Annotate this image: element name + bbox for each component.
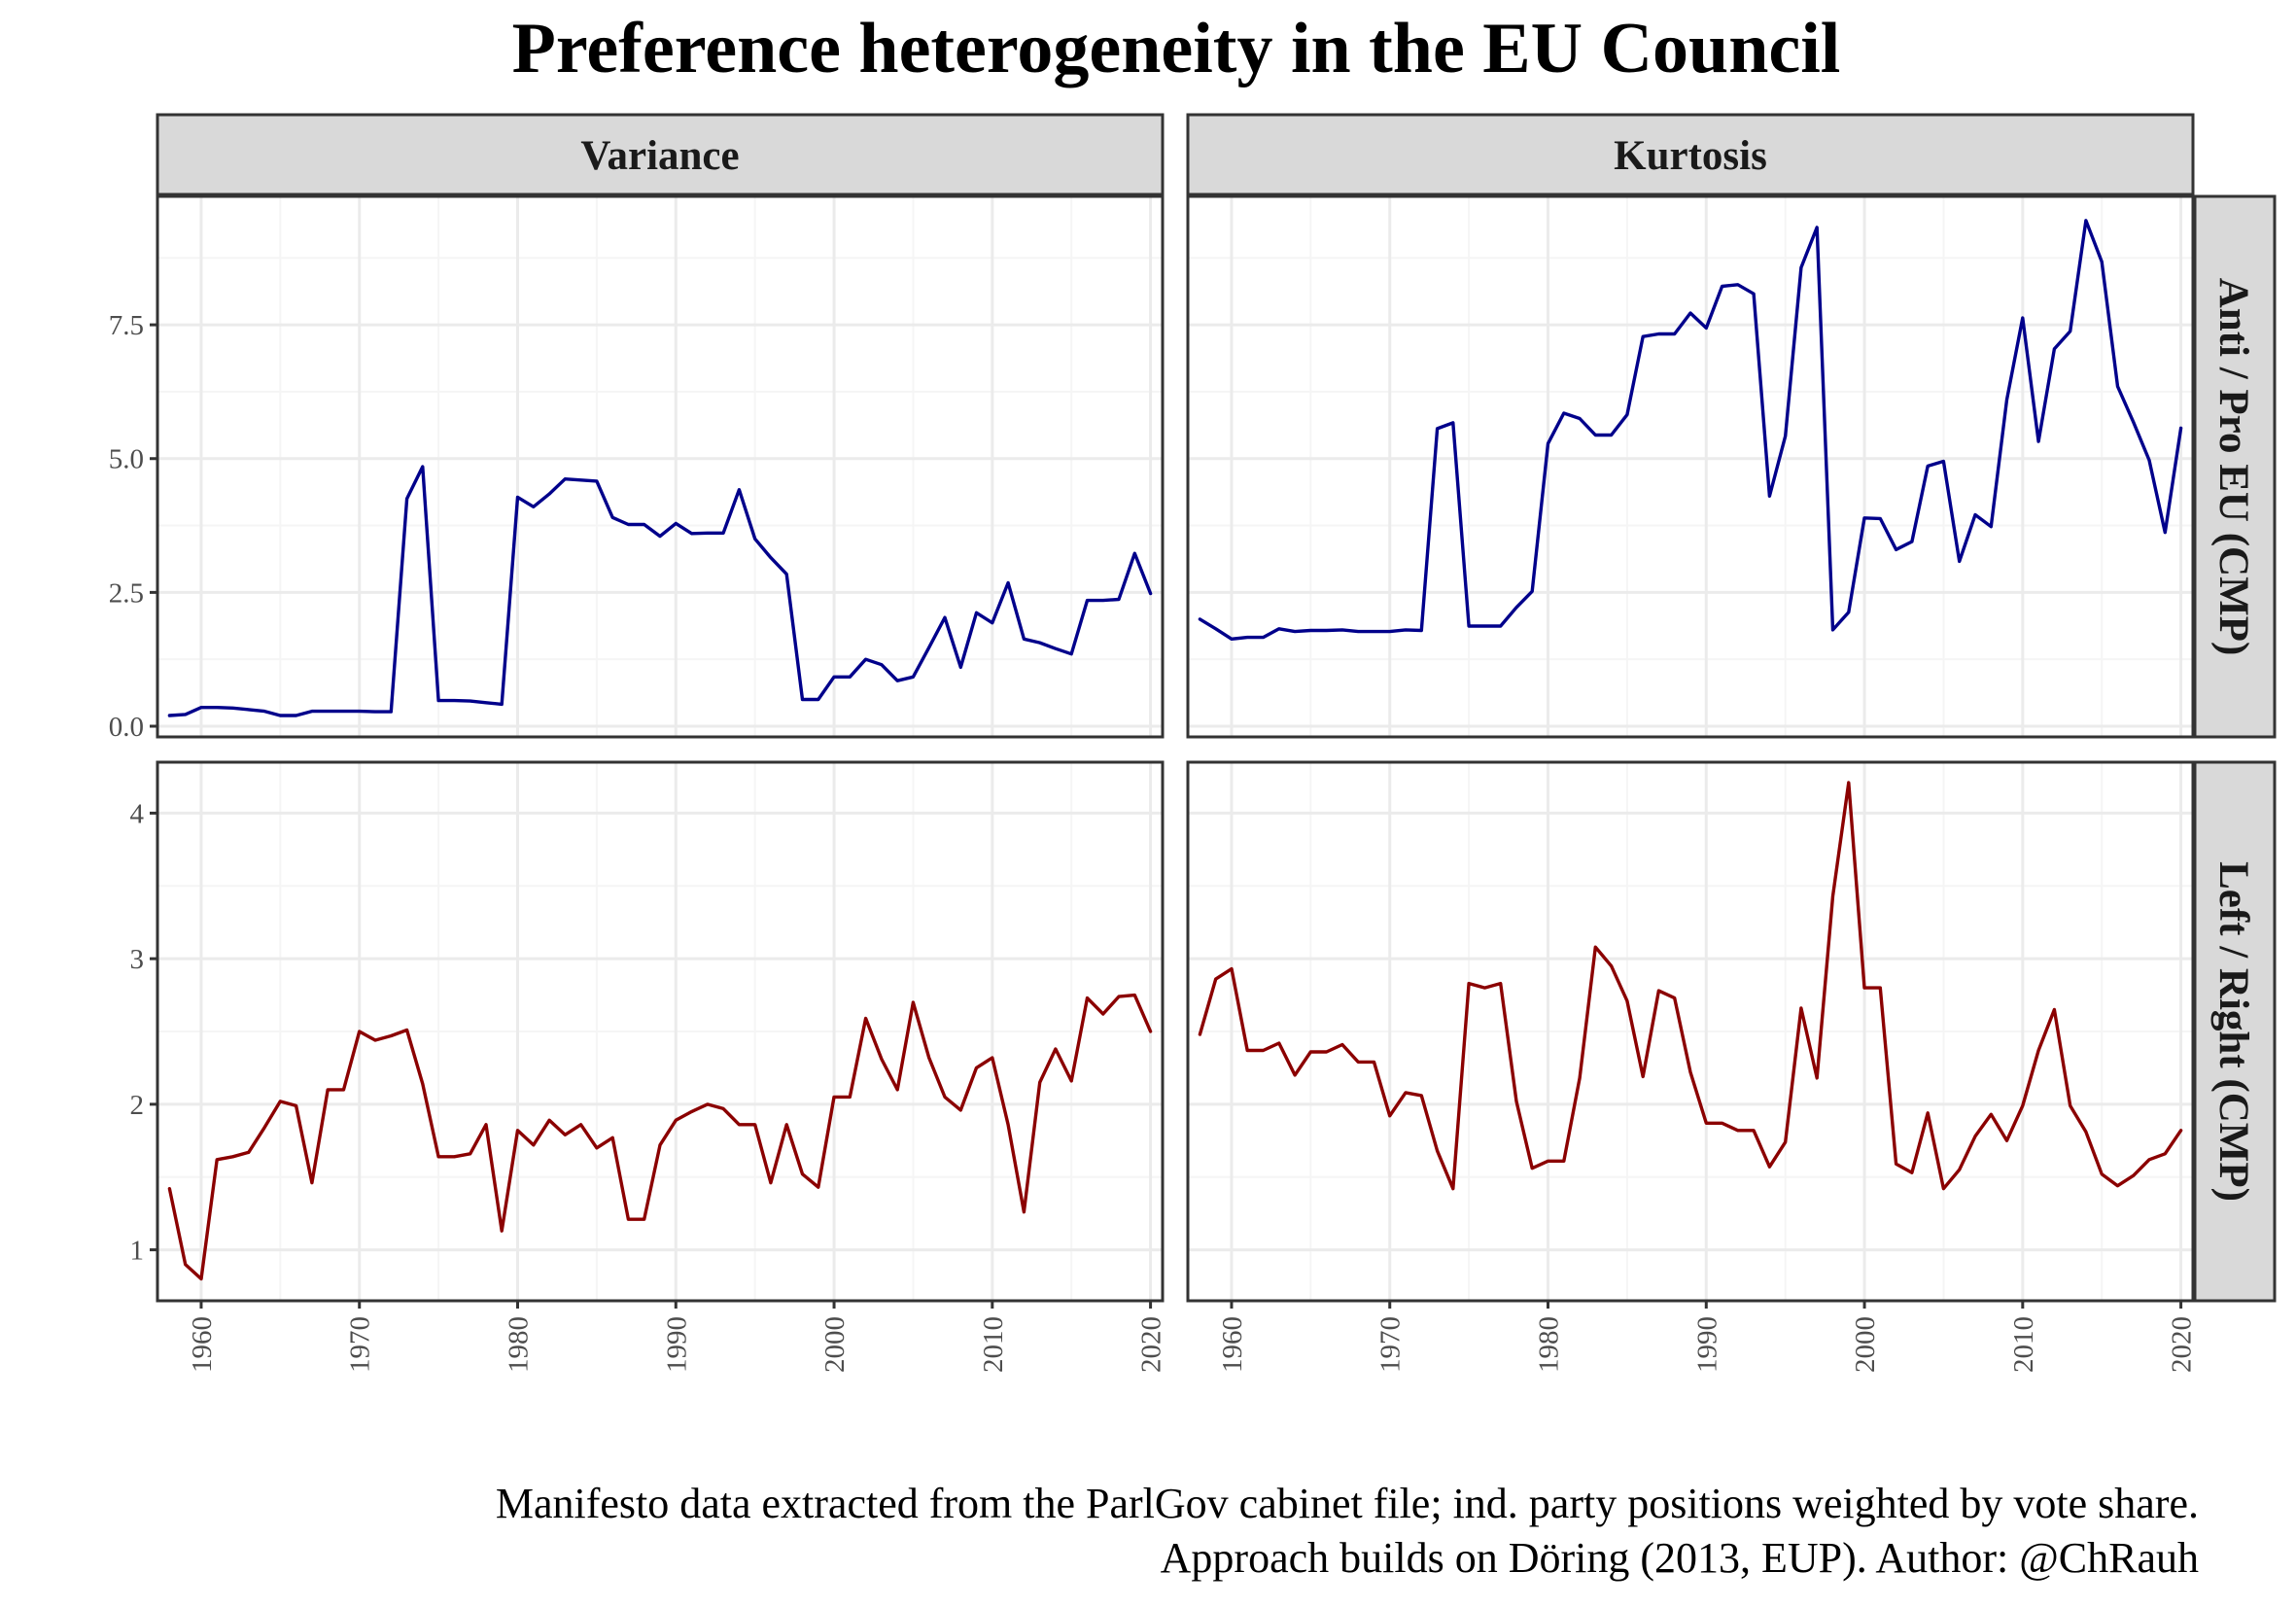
x-tick-label: 1970 (1375, 1316, 1407, 1373)
panel-variance-anti-pro-eu-cmp (156, 194, 1165, 739)
x-tick-label: 2000 (819, 1316, 851, 1373)
column-strip-label: Kurtosis (1614, 133, 1767, 179)
panel-variance-left-right-cmp (156, 760, 1165, 1303)
panel-background (1188, 196, 2193, 737)
x-tick-label: 1960 (1217, 1316, 1248, 1373)
column-strip-variance (156, 113, 1165, 196)
y-tick-label: 5.0 (109, 444, 144, 475)
x-tick-label: 1990 (661, 1316, 692, 1373)
panel-kurtosis-anti-pro-eu-cmp (1186, 194, 2195, 739)
panel-border (1186, 760, 2195, 1303)
panel-background (157, 196, 1163, 737)
x-tick-label: 2010 (2008, 1316, 2039, 1373)
x-tick-label: 1960 (187, 1316, 218, 1373)
row-strips: Anti / Pro EU (CMP) Left / Right (CMP) (2193, 194, 2277, 1303)
x-tick-label: 1990 (1691, 1316, 1722, 1373)
y-tick-label: 2.5 (109, 577, 144, 609)
y-tick-label: 4 (130, 798, 145, 829)
series-line-variance-left-right-cmp (167, 993, 1153, 1281)
y-tick-label: 7.5 (109, 310, 144, 341)
y-tick-label: 3 (130, 944, 145, 975)
panel-group (156, 194, 2195, 1303)
x-axis-labels: 1960 1970 1980 1990 2000 2010 2020 1960 1970 1980… (187, 1301, 2198, 1373)
row-strip-label: Anti / Pro EU (CMP) (2210, 278, 2256, 656)
panel-kurtosis-left-right-cmp (1186, 760, 2195, 1303)
x-tick-label: 2010 (978, 1316, 1009, 1373)
column-strip-kurtosis (1186, 113, 2195, 196)
x-tick-label: 2000 (1850, 1316, 1881, 1373)
caption-line-2: Approach builds on Döring (2013, EUP). A… (1161, 1534, 2199, 1582)
x-tick-label: 2020 (2167, 1316, 2198, 1373)
row-strip-left-right-cmp (2193, 760, 2277, 1303)
column-strip-label: Variance (580, 133, 739, 179)
column-strips: Variance Kurtosis (156, 113, 2195, 196)
row-strip-label: Left / Right (CMP) (2210, 861, 2256, 1202)
y-axis-labels: 0.0 2.5 5.0 7.5 1 2 3 4 (109, 310, 157, 1267)
y-tick-label: 1 (130, 1236, 145, 1267)
series-line-variance-anti-pro-eu-cmp (167, 465, 1153, 717)
series-line-kurtosis-anti-pro-eu-cmp (1198, 219, 2183, 641)
y-tick-label: 2 (130, 1090, 145, 1121)
x-tick-label: 2020 (1136, 1316, 1167, 1373)
series-line-kurtosis-left-right-cmp (1198, 781, 2183, 1191)
y-tick-label: 0.0 (109, 712, 144, 743)
row-strip-anti-pro-eu-cmp (2193, 194, 2277, 739)
panel-border (156, 194, 1165, 739)
chart-title: Preference heterogeneity in the EU Counc… (512, 9, 1841, 88)
caption-line-1: Manifesto data extracted from the ParlGo… (496, 1480, 2199, 1527)
x-tick-label: 1980 (504, 1316, 535, 1373)
x-tick-label: 1980 (1534, 1316, 1565, 1373)
panel-border (156, 760, 1165, 1303)
panel-border (1186, 194, 2195, 739)
x-tick-label: 1970 (345, 1316, 376, 1373)
